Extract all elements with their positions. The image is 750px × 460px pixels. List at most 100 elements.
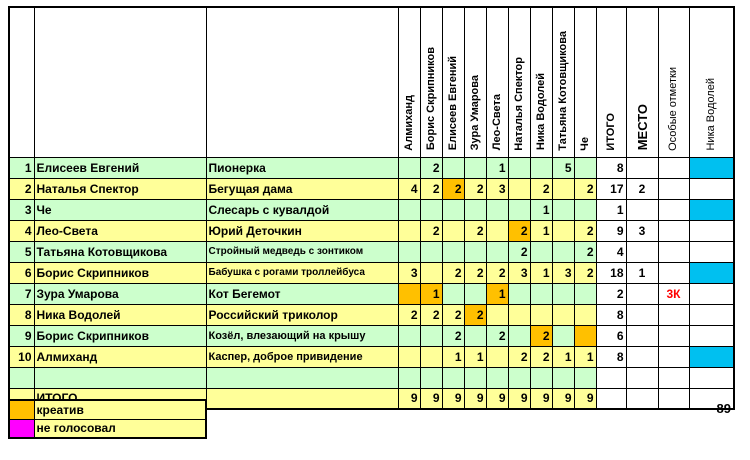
vote-cell[interactable]: 2 [573,240,597,263]
vote-cell[interactable] [397,240,421,263]
header-extra-voter[interactable]: Ника Водолей [688,6,735,158]
spacer-cell[interactable] [441,366,465,389]
spacer-cell[interactable] [33,366,207,389]
entry-title[interactable]: Козёл, влезающий на крышу [205,324,399,347]
note-cell[interactable] [657,198,690,221]
entry-title[interactable]: Пионерка [205,156,399,179]
corner-cell-name[interactable] [33,6,207,158]
entry-title[interactable]: Юрий Деточкин [205,219,399,242]
vote-cell[interactable] [485,198,509,221]
vote-cell[interactable]: 1 [529,219,553,242]
totals-vote-cell[interactable]: 9 [441,387,465,410]
row-number[interactable]: 8 [8,303,35,326]
participant-name[interactable]: Алмиханд [33,345,207,368]
row-number[interactable]: 3 [8,198,35,221]
vote-cell[interactable]: 2 [463,303,487,326]
vote-cell[interactable] [463,282,487,305]
vote-cell[interactable] [441,156,465,179]
participant-name[interactable]: Борис Скрипников [33,324,207,347]
place-cell[interactable] [625,303,659,326]
mark-cell[interactable] [688,240,735,263]
header-itogo[interactable]: ИТОГО [595,6,627,158]
vote-cell[interactable] [551,282,575,305]
place-cell[interactable]: 2 [625,177,659,200]
row-number[interactable]: 4 [8,219,35,242]
vote-cell[interactable] [507,324,531,347]
vote-cell[interactable]: 3 [397,261,421,284]
vote-cell[interactable]: 1 [485,282,509,305]
entry-title[interactable]: Слесарь с кувалдой [205,198,399,221]
mark-cell[interactable] [688,303,735,326]
totals-vote-cell[interactable]: 9 [419,387,443,410]
note-cell[interactable]: 3К [657,282,690,305]
vote-cell[interactable] [529,156,553,179]
vote-cell[interactable] [397,219,421,242]
spacer-cell[interactable] [595,366,627,389]
vote-cell[interactable] [529,282,553,305]
entry-title[interactable]: Каспер, доброе привидение [205,345,399,368]
vote-cell[interactable]: 2 [441,261,465,284]
spacer-cell[interactable] [507,366,531,389]
row-number[interactable]: 7 [8,282,35,305]
mark-cell[interactable] [688,282,735,305]
vote-cell[interactable]: 1 [551,345,575,368]
totals-vote-cell[interactable]: 9 [507,387,531,410]
vote-cell[interactable]: 2 [529,324,553,347]
vote-cell[interactable]: 2 [441,324,465,347]
spacer-cell[interactable] [419,366,443,389]
row-number[interactable]: 6 [8,261,35,284]
entry-title[interactable]: Стройный медведь с зонтиком [205,240,399,263]
vote-cell[interactable] [529,303,553,326]
participant-name[interactable]: Наталья Спектор [33,177,207,200]
vote-cell[interactable] [441,240,465,263]
place-cell[interactable] [625,282,659,305]
vote-cell[interactable]: 2 [529,177,553,200]
spacer-cell[interactable] [463,366,487,389]
participant-name[interactable]: Зура Умарова [33,282,207,305]
row-number[interactable]: 5 [8,240,35,263]
vote-cell[interactable]: 1 [485,156,509,179]
header-voter-8[interactable]: Че [573,6,597,158]
vote-cell[interactable] [507,177,531,200]
mark-cell[interactable] [688,324,735,347]
vote-cell[interactable] [419,198,443,221]
place-cell[interactable]: 1 [625,261,659,284]
vote-cell[interactable] [419,261,443,284]
note-cell[interactable] [657,240,690,263]
spacer-cell[interactable] [529,366,553,389]
total-cell[interactable]: 8 [595,303,627,326]
totals-mark[interactable] [688,387,735,410]
spacer-cell[interactable] [573,366,597,389]
spacer-cell[interactable] [657,366,690,389]
entry-title[interactable]: Российский триколор [205,303,399,326]
mark-cell[interactable] [688,345,735,368]
spacer-cell[interactable] [205,366,399,389]
total-cell[interactable]: 8 [595,156,627,179]
legend-label-creative[interactable]: креатив [33,399,207,420]
legend-swatch-creative[interactable] [8,399,35,420]
header-voter-4[interactable]: Лео-Света [485,6,509,158]
header-mesto[interactable]: МЕСТО [625,6,659,158]
vote-cell[interactable]: 2 [463,261,487,284]
footer-total-value[interactable]: 89 [716,401,731,416]
vote-cell[interactable] [551,198,575,221]
participant-name[interactable]: Елисеев Евгений [33,156,207,179]
place-cell[interactable] [625,324,659,347]
vote-cell[interactable] [573,282,597,305]
vote-cell[interactable]: 2 [419,303,443,326]
vote-cell[interactable]: 2 [419,177,443,200]
entry-title[interactable]: Бегущая дама [205,177,399,200]
vote-cell[interactable]: 2 [419,156,443,179]
vote-cell[interactable] [441,198,465,221]
vote-cell[interactable] [507,156,531,179]
vote-cell[interactable]: 1 [463,345,487,368]
totals-vote-cell[interactable]: 9 [529,387,553,410]
total-cell[interactable]: 18 [595,261,627,284]
note-cell[interactable] [657,156,690,179]
header-notes[interactable]: Особые отметки [657,6,690,158]
vote-cell[interactable]: 2 [573,177,597,200]
note-cell[interactable] [657,324,690,347]
header-voter-0[interactable]: Алмиханд [397,6,421,158]
participant-name[interactable]: Лео-Света [33,219,207,242]
note-cell[interactable] [657,345,690,368]
